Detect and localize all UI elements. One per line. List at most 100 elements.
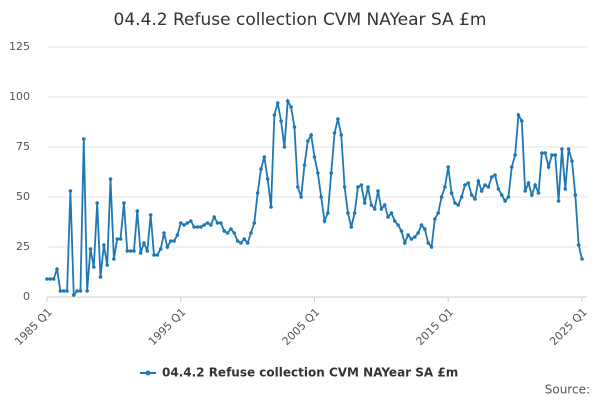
point <box>245 241 250 245</box>
point <box>466 181 471 185</box>
point <box>275 101 280 105</box>
point <box>162 231 166 235</box>
series-line <box>47 97 583 298</box>
source: Source: <box>545 383 590 397</box>
point <box>423 227 427 231</box>
point <box>436 211 441 215</box>
point <box>202 223 206 227</box>
point <box>125 249 130 253</box>
point <box>95 201 99 205</box>
point <box>71 293 76 297</box>
x-tick-label: 1995 Q1 <box>146 306 189 349</box>
point <box>406 233 410 237</box>
point <box>349 225 354 229</box>
point <box>229 227 233 231</box>
point <box>319 195 323 199</box>
point <box>563 187 568 191</box>
point <box>225 231 230 235</box>
point <box>118 237 123 241</box>
point <box>553 153 558 157</box>
point <box>192 225 196 229</box>
point <box>98 275 103 279</box>
point <box>536 191 541 195</box>
point <box>292 125 297 129</box>
point <box>172 239 176 243</box>
point <box>205 221 210 225</box>
point <box>560 147 564 151</box>
point <box>295 185 300 189</box>
legend-label: 04.4.2 Refuse collection CVM NAYear SA £… <box>162 366 458 380</box>
point <box>75 289 79 293</box>
point <box>279 119 283 123</box>
point <box>473 197 477 201</box>
point <box>138 251 143 255</box>
point <box>132 249 136 253</box>
point <box>550 153 554 157</box>
point <box>543 151 548 155</box>
point <box>239 241 243 245</box>
point <box>45 277 49 281</box>
y-tick-label: 50 <box>16 190 30 203</box>
y-tick-label: 75 <box>16 140 30 153</box>
x-tick-label: 2025 Q1 <box>547 306 590 349</box>
point <box>336 117 340 121</box>
y-tick-label: 100 <box>9 90 30 103</box>
point <box>352 211 357 215</box>
point <box>108 177 113 181</box>
point <box>55 267 59 271</box>
point <box>346 211 350 215</box>
point <box>439 195 444 199</box>
point <box>566 147 571 151</box>
point <box>185 221 190 225</box>
point <box>409 237 414 241</box>
point <box>78 289 83 293</box>
y-tick-label: 125 <box>9 40 30 53</box>
x-tick-label: 2005 Q1 <box>280 306 323 349</box>
point <box>282 145 287 149</box>
point <box>289 105 293 109</box>
point <box>61 289 66 293</box>
point <box>513 153 517 157</box>
point <box>122 201 126 205</box>
point <box>356 185 360 189</box>
point <box>499 193 504 197</box>
point <box>309 133 313 137</box>
point <box>255 191 260 195</box>
point <box>453 201 457 205</box>
point <box>326 211 330 215</box>
point <box>302 163 307 167</box>
point <box>312 155 317 159</box>
point <box>533 183 537 187</box>
point <box>265 177 270 181</box>
point <box>576 243 581 247</box>
point <box>285 99 290 103</box>
chart-title: 04.4.2 Refuse collection CVM NAYear SA £… <box>114 10 487 30</box>
point <box>65 289 69 293</box>
point <box>449 191 454 195</box>
point <box>402 241 407 245</box>
point <box>463 183 467 187</box>
point <box>342 185 347 189</box>
point <box>188 219 193 223</box>
y-tick-label: 25 <box>16 240 30 253</box>
point <box>396 223 400 227</box>
point <box>232 231 237 235</box>
point <box>540 151 544 155</box>
point <box>168 239 173 243</box>
point <box>252 221 257 225</box>
point <box>175 233 180 237</box>
point <box>526 181 531 185</box>
point <box>272 113 277 117</box>
x-tick-label: 1985 Q1 <box>12 306 55 349</box>
point <box>85 289 89 293</box>
point <box>306 139 310 143</box>
point <box>459 195 464 199</box>
point <box>486 185 491 189</box>
point <box>392 219 397 223</box>
point <box>242 237 247 241</box>
point <box>413 235 417 239</box>
point <box>469 193 474 197</box>
point <box>523 189 527 193</box>
point <box>68 189 73 193</box>
point <box>456 203 461 207</box>
